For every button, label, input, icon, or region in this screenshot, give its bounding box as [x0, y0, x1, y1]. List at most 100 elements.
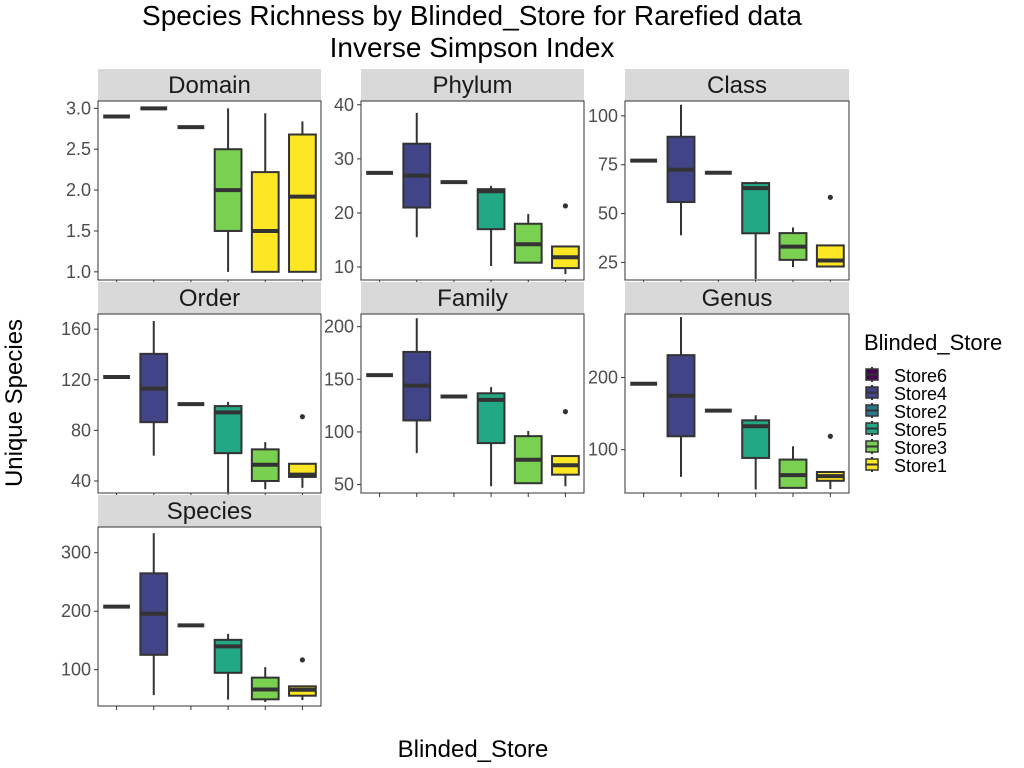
y-tick-label-family: 50: [334, 475, 354, 495]
y-tick-label-class: 100: [588, 106, 618, 126]
y-tick-label-species: 100: [61, 660, 91, 680]
box-body-domain: [250, 171, 280, 273]
box-order-5: [288, 414, 317, 488]
box-phylum-1: [402, 112, 432, 238]
outlier-point-class: [827, 194, 833, 200]
panel-border-genus: [624, 313, 850, 494]
legend-label: Store2: [894, 402, 947, 422]
facet-strip-genus: [625, 282, 849, 314]
outlier-point-phylum: [562, 203, 569, 209]
y-tick-label-phylum: 20: [334, 203, 354, 223]
facet-strip-domain: [98, 69, 321, 101]
y-tick-label-class: 75: [598, 155, 618, 175]
box-domain-3: [213, 108, 243, 272]
box-genus-5: [815, 433, 845, 490]
facet-strip-class: [625, 69, 849, 101]
y-tick-label-order: 160: [61, 319, 91, 339]
legend-label: Store6: [894, 366, 947, 386]
panel-border-domain: [97, 100, 322, 281]
y-tick-label-family: 100: [324, 422, 354, 442]
outlier-point-order: [299, 414, 306, 420]
facet-family: Family 50 100 150 200: [324, 282, 585, 497]
panel-border-class: [624, 100, 850, 281]
legend-item-store3: Store3: [865, 438, 947, 458]
facet-label-genus: Genus: [702, 285, 773, 312]
y-tick-label-domain: 2.0: [66, 180, 91, 200]
legend-title: Blinded_Store: [864, 330, 1002, 355]
outlier-point-species: [299, 657, 306, 663]
box-genus-4: [778, 446, 808, 489]
y-tick-label-family: 150: [324, 369, 354, 389]
legend-label: Store3: [894, 438, 947, 458]
box-phylum-5: [551, 203, 580, 275]
box-phylum-3: [476, 185, 506, 266]
y-tick-label-family: 200: [324, 317, 354, 337]
box-phylum-4: [513, 214, 543, 264]
facet-strip-species: [98, 495, 321, 527]
outlier-point-genus: [827, 433, 833, 439]
panel-border-phylum: [360, 100, 585, 281]
legend-item-store1: Store1: [865, 456, 947, 476]
box-species-1: [139, 533, 169, 696]
facet-strip-phylum: [361, 69, 584, 101]
box-order-4: [250, 442, 280, 490]
chart-subtitle: Inverse Simpson Index: [330, 32, 615, 63]
box-species-4: [250, 667, 280, 702]
legend-label: Store4: [894, 384, 947, 404]
facet-label-phylum: Phylum: [432, 72, 512, 99]
box-body-phylum: [476, 188, 506, 231]
y-tick-label-genus: 200: [588, 368, 618, 388]
panel-border-family: [360, 313, 585, 494]
facet-label-family: Family: [437, 285, 508, 312]
y-axis-title: Unique Species: [1, 319, 28, 487]
y-tick-label-domain: 1.0: [66, 262, 91, 282]
y-tick-label-species: 200: [61, 601, 91, 621]
facet-phylum: Phylum 10 20 30 40: [334, 69, 585, 284]
box-body-class: [741, 182, 771, 235]
y-tick-label-domain: 2.5: [66, 139, 91, 159]
box-body-domain: [288, 133, 317, 273]
box-species-3: [213, 633, 243, 700]
box-genus-1: [666, 317, 696, 477]
facet-label-class: Class: [707, 72, 767, 99]
y-tick-label-order: 120: [61, 370, 91, 390]
facet-genus: Genus 100 200: [588, 282, 850, 497]
y-tick-label-domain: 3.0: [66, 98, 91, 118]
box-class-1: [666, 104, 696, 236]
y-tick-label-phylum: 10: [334, 257, 354, 277]
box-class-5: [815, 194, 845, 268]
box-order-3: [213, 401, 243, 493]
chart-title: Species Richness by Blinded_Store for Ra…: [142, 0, 802, 31]
facet-domain: Domain 1.0 1.5 2.0 2.5 3.0: [66, 69, 322, 284]
y-tick-label-class: 25: [598, 252, 618, 272]
legend-item-store5: Store5: [865, 420, 947, 440]
y-tick-label-order: 80: [71, 420, 91, 440]
box-species-5: [288, 657, 317, 701]
y-tick-label-phylum: 40: [334, 95, 354, 115]
box-family-3: [476, 387, 506, 487]
facet-label-order: Order: [179, 285, 240, 312]
legend-item-store6: Store6: [865, 366, 947, 386]
panel-border-order: [97, 313, 322, 494]
legend-label: Store1: [894, 456, 947, 476]
facet-class: Class 25 50 75 100: [588, 69, 850, 284]
legend-item-store4: Store4: [865, 384, 947, 404]
y-tick-label-class: 50: [598, 204, 618, 224]
box-genus-3: [741, 415, 771, 490]
y-tick-label-species: 300: [61, 543, 91, 563]
y-tick-label-phylum: 30: [334, 149, 354, 169]
x-axis-title: Blinded_Store: [398, 736, 549, 763]
facet-label-species: Species: [167, 498, 252, 525]
legend-label: Store5: [894, 420, 947, 440]
box-family-1: [402, 318, 432, 454]
facet-species: Species 100 200 300: [61, 495, 322, 710]
facet-panels: Domain 1.0 1.5 2.0 2.5 3.0 Phylum 10 20 30 40 Class…: [61, 69, 850, 710]
box-class-3: [741, 181, 771, 280]
box-family-4: [513, 430, 543, 485]
panel-border-species: [97, 526, 322, 707]
legend: Blinded_Store Store6Store4Store2Store5St…: [864, 330, 1002, 476]
box-class-4: [778, 227, 808, 268]
y-tick-label-genus: 100: [588, 440, 618, 460]
facet-strip-order: [98, 282, 321, 314]
